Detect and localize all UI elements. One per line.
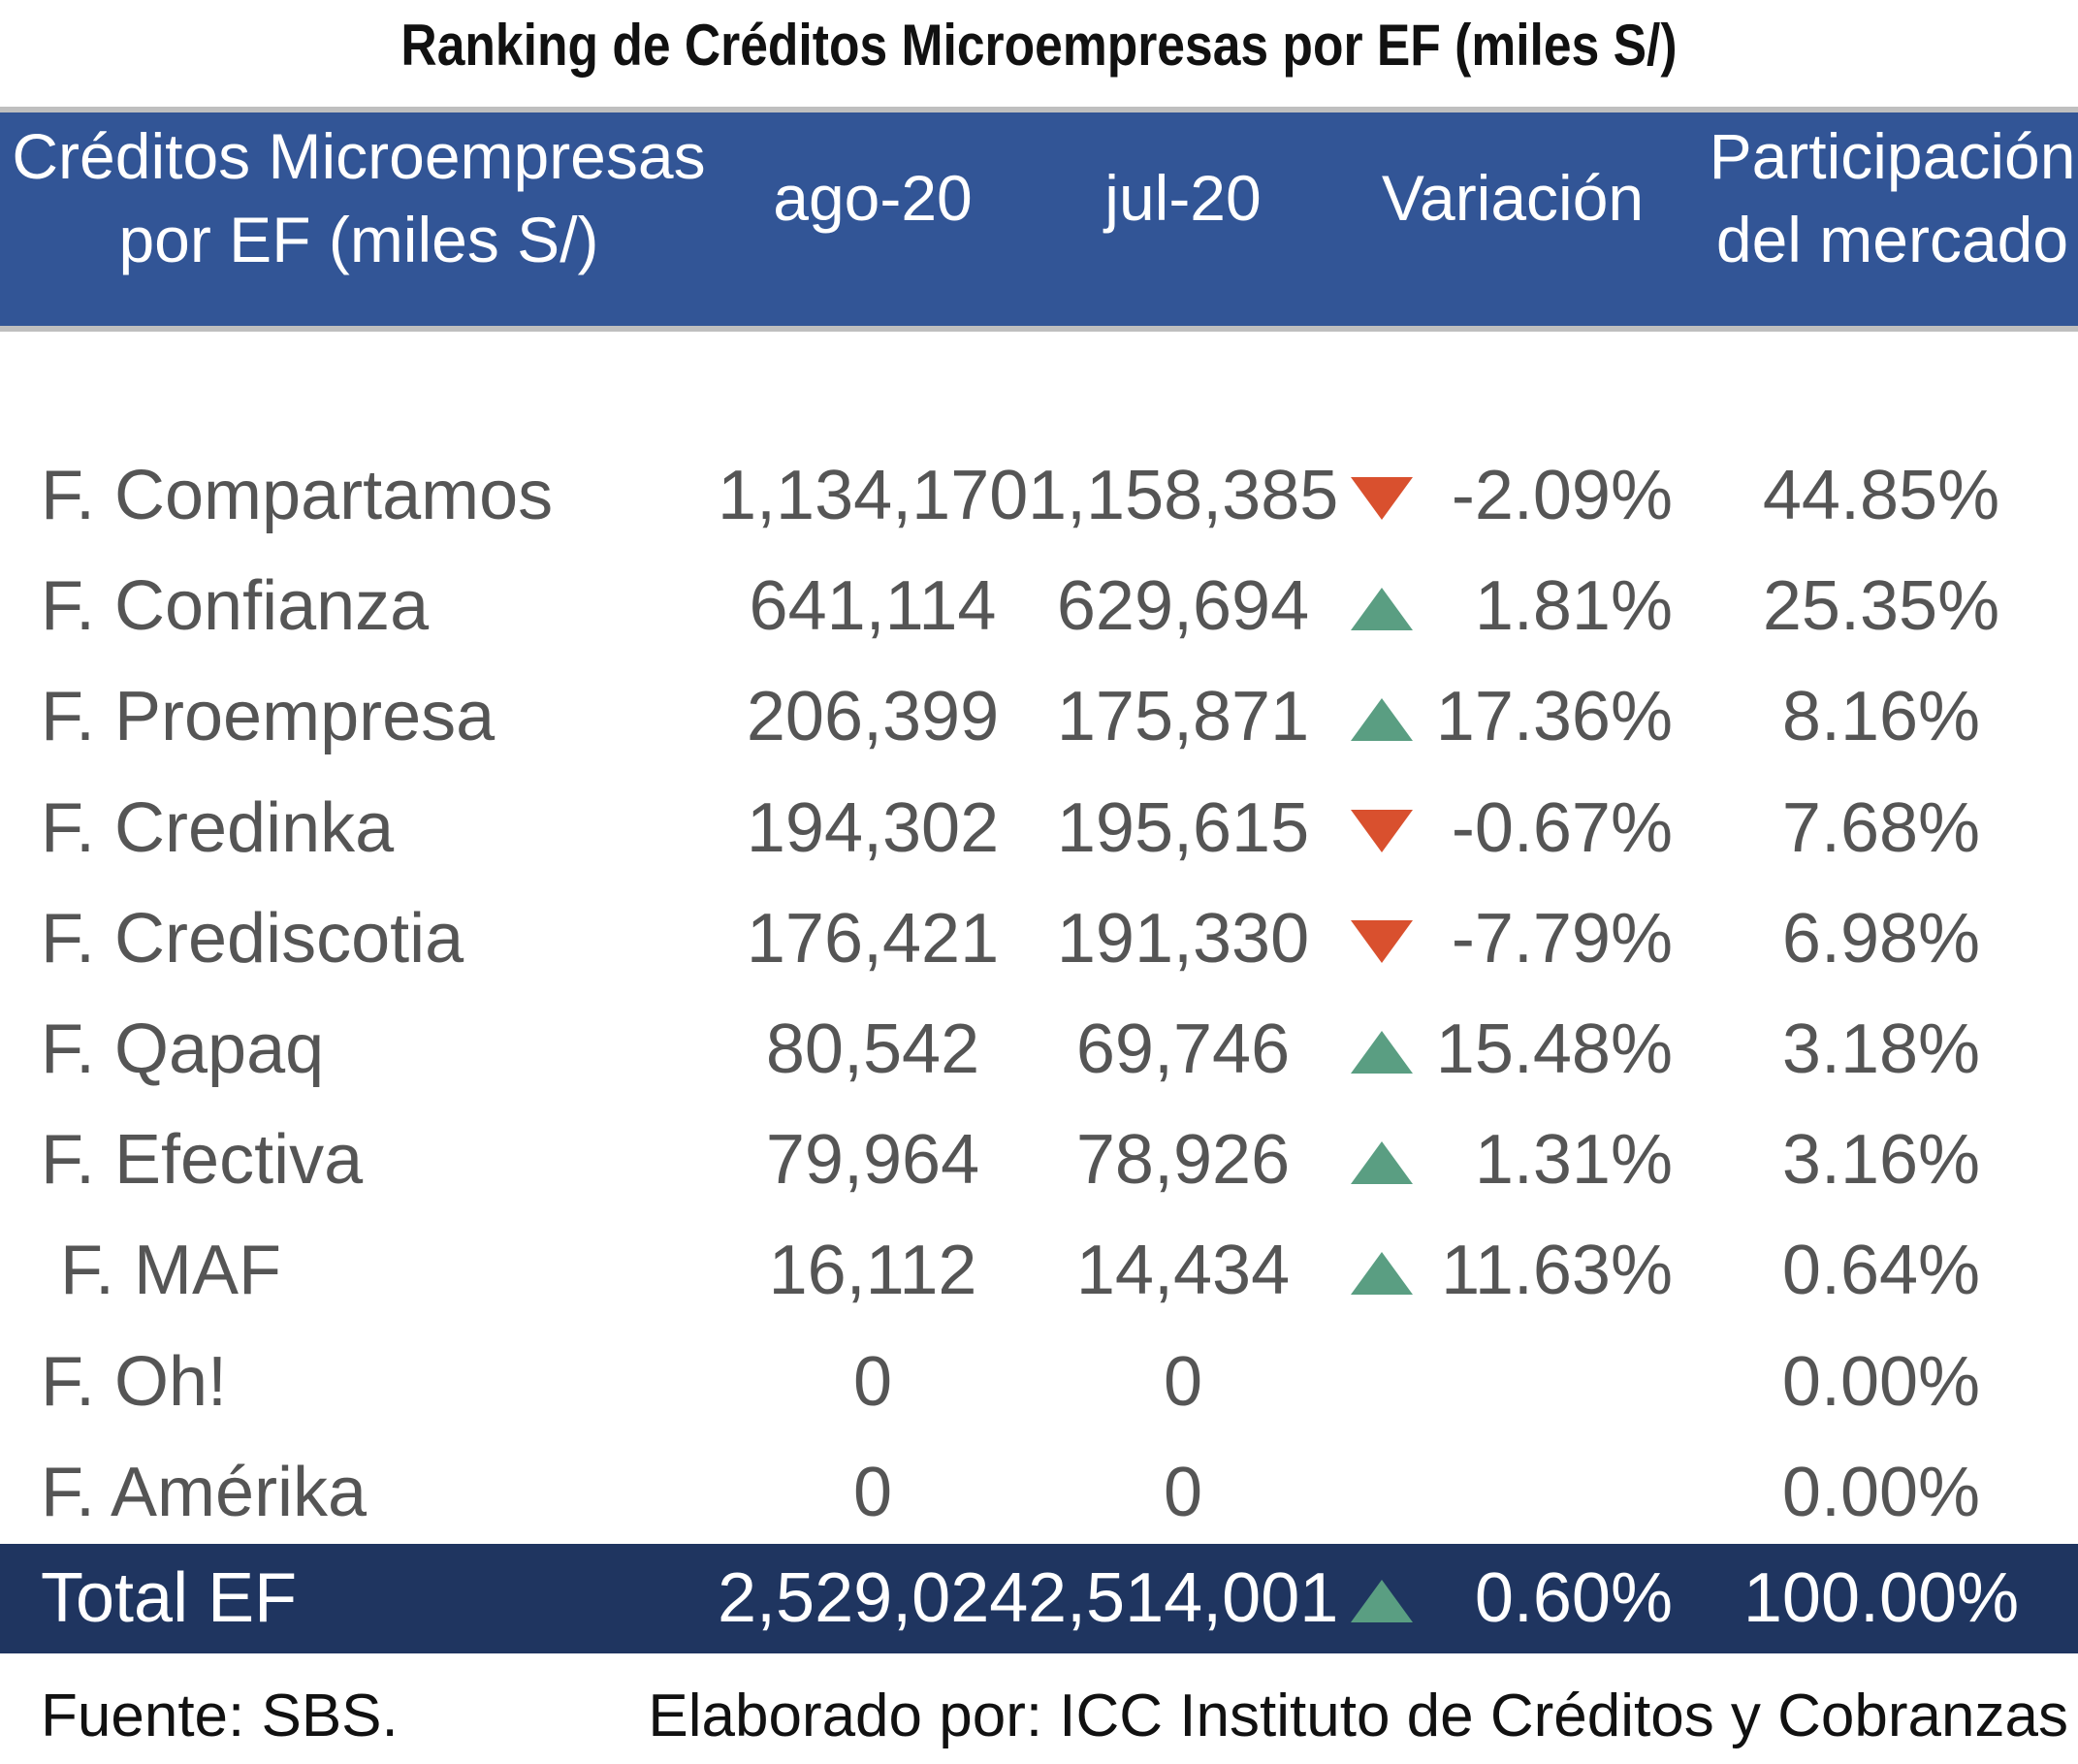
- variation-value: 1.31%: [1474, 1121, 1673, 1200]
- market-share-value: 7.68%: [1781, 788, 1981, 867]
- value-ago-20: 206,399: [746, 678, 1000, 756]
- value-ago-20: 0: [852, 1342, 893, 1421]
- entity-name: F. Oh!: [41, 1342, 228, 1421]
- entity-name: F. MAF: [41, 1232, 281, 1310]
- variation-value: 1.81%: [1474, 567, 1673, 646]
- market-share-value: 0.64%: [1781, 1232, 1981, 1310]
- table-row: F. Oh! 0 0 0.00%: [0, 1328, 2078, 1437]
- value-ago-20: 1,134,170: [718, 457, 1029, 534]
- table-row: F. Credinka 194,302 195,615 -0.67% 7.68%: [0, 774, 2078, 883]
- value-ago-20: 79,964: [765, 1121, 980, 1200]
- table-header: Créditos Microempresas por EF (miles S/)…: [0, 107, 2078, 332]
- header-entity: Créditos Microempresas por EF (miles S/): [0, 114, 718, 281]
- value-ago-20: 641,114: [749, 567, 997, 646]
- variation-indicator: [1343, 1438, 1411, 1548]
- value-jul-20: 191,330: [1056, 899, 1310, 978]
- value-ago-20: 0: [852, 1453, 893, 1531]
- variation-indicator: [1343, 441, 1413, 551]
- triangle-up-icon: [1351, 588, 1413, 631]
- entity-name: Total EF: [41, 1559, 298, 1637]
- table-row: F. Amérika 0 0 0.00%: [0, 1438, 2078, 1548]
- value-ago-20: 80,542: [765, 1010, 980, 1088]
- footer-source: Fuente: SBS.: [41, 1683, 399, 1749]
- variation-indicator: [1343, 1544, 1413, 1653]
- value-ago-20: 16,112: [768, 1232, 977, 1310]
- table-row: F. Proempresa 206,399 175,871 17.36% 8.16%: [0, 662, 2078, 772]
- market-share-value: 25.35%: [1762, 567, 2000, 646]
- total-row: Total EF 2,529,024 2,514,001 0.60% 100.00%: [0, 1544, 2078, 1653]
- market-share-value: 100.00%: [1742, 1559, 2020, 1637]
- market-share-value: 3.16%: [1781, 1121, 1981, 1200]
- variation-value: 11.63%: [1441, 1232, 1673, 1310]
- variation-value: -2.09%: [1451, 457, 1673, 534]
- market-share-value: 0.00%: [1781, 1453, 1981, 1531]
- entity-name: F. Credinka: [41, 788, 395, 867]
- triangle-up-icon: [1351, 698, 1413, 742]
- header-jul: jul-20: [1104, 162, 1262, 234]
- variation-indicator: [1343, 884, 1413, 994]
- header-participacion-line2: del mercado: [1715, 204, 2069, 275]
- header-participacion-line1: Participación: [1709, 120, 2076, 192]
- variation-indicator: [1343, 774, 1413, 883]
- variation-indicator: [1343, 1216, 1413, 1326]
- table-row: F. Crediscotia 176,421 191,330 -7.79% 6.98%: [0, 884, 2078, 994]
- variation-value: [1396, 1438, 1673, 1548]
- variation-value: 15.48%: [1435, 1010, 1673, 1088]
- entity-name: F. Qapaq: [41, 1010, 325, 1088]
- header-participacion: Participación del mercado: [1707, 114, 2078, 281]
- table-row: F. MAF 16,112 14,434 11.63% 0.64%: [0, 1216, 2078, 1326]
- variation-indicator: [1343, 552, 1413, 661]
- entity-name: F. Compartamos: [41, 457, 554, 534]
- value-jul-20: 69,746: [1075, 1010, 1291, 1088]
- table-row: F. Compartamos 1,134,170 1,158,385 -2.09% 44…: [0, 441, 2078, 551]
- value-jul-20: 0: [1163, 1342, 1203, 1421]
- entity-name: F. Proempresa: [41, 678, 496, 756]
- chart-title: Ranking de Créditos Microempresas por EF…: [400, 13, 1678, 78]
- footer-credit: Elaborado por: ICC Instituto de Créditos…: [648, 1683, 2068, 1749]
- triangle-up-icon: [1351, 1141, 1413, 1185]
- variation-indicator: [1343, 1328, 1411, 1437]
- value-jul-20: 78,926: [1075, 1121, 1291, 1200]
- table-row: F. Efectiva 79,964 78,926 1.31% 3.16%: [0, 1106, 2078, 1215]
- triangle-down-icon: [1351, 809, 1413, 852]
- header-ago: ago-20: [773, 162, 973, 234]
- table-row: F. Confianza 641,114 629,694 1.81% 25.35%: [0, 552, 2078, 661]
- value-jul-20: 2,514,001: [1028, 1559, 1339, 1637]
- value-jul-20: 629,694: [1056, 567, 1310, 646]
- value-jul-20: 195,615: [1056, 788, 1310, 867]
- header-entity-line2: por EF (miles S/): [118, 204, 599, 275]
- variation-value: [1396, 1328, 1673, 1437]
- triangle-up-icon: [1351, 1252, 1413, 1296]
- triangle-down-icon: [1351, 919, 1413, 963]
- value-jul-20: 14,434: [1075, 1232, 1291, 1310]
- market-share-value: 6.98%: [1781, 899, 1981, 978]
- value-ago-20: 2,529,024: [718, 1559, 1029, 1637]
- variation-indicator: [1343, 995, 1413, 1105]
- entity-name: F. Crediscotia: [41, 899, 464, 978]
- entity-name: F. Efectiva: [41, 1121, 364, 1200]
- value-jul-20: 1,158,385: [1028, 457, 1339, 534]
- market-share-value: 8.16%: [1781, 678, 1981, 756]
- market-share-value: 0.00%: [1781, 1342, 1981, 1421]
- variation-value: 17.36%: [1435, 678, 1673, 756]
- header-variacion: Variación: [1381, 162, 1645, 234]
- header-entity-line1: Créditos Microempresas: [12, 120, 706, 192]
- variation-indicator: [1343, 662, 1413, 772]
- variation-value: -0.67%: [1451, 788, 1673, 867]
- entity-name: F. Amérika: [41, 1453, 368, 1531]
- value-jul-20: 175,871: [1056, 678, 1310, 756]
- variation-indicator: [1343, 1106, 1413, 1215]
- value-ago-20: 194,302: [746, 788, 1000, 867]
- triangle-down-icon: [1351, 477, 1413, 520]
- value-ago-20: 176,421: [746, 899, 1000, 978]
- market-share-value: 3.18%: [1781, 1010, 1981, 1088]
- triangle-up-icon: [1351, 1580, 1413, 1622]
- market-share-value: 44.85%: [1762, 457, 2000, 534]
- value-jul-20: 0: [1163, 1453, 1203, 1531]
- variation-value: 0.60%: [1474, 1559, 1673, 1637]
- table-row: F. Qapaq 80,542 69,746 15.48% 3.18%: [0, 995, 2078, 1105]
- triangle-up-icon: [1351, 1031, 1413, 1074]
- variation-value: -7.79%: [1451, 899, 1673, 978]
- entity-name: F. Confianza: [41, 567, 430, 646]
